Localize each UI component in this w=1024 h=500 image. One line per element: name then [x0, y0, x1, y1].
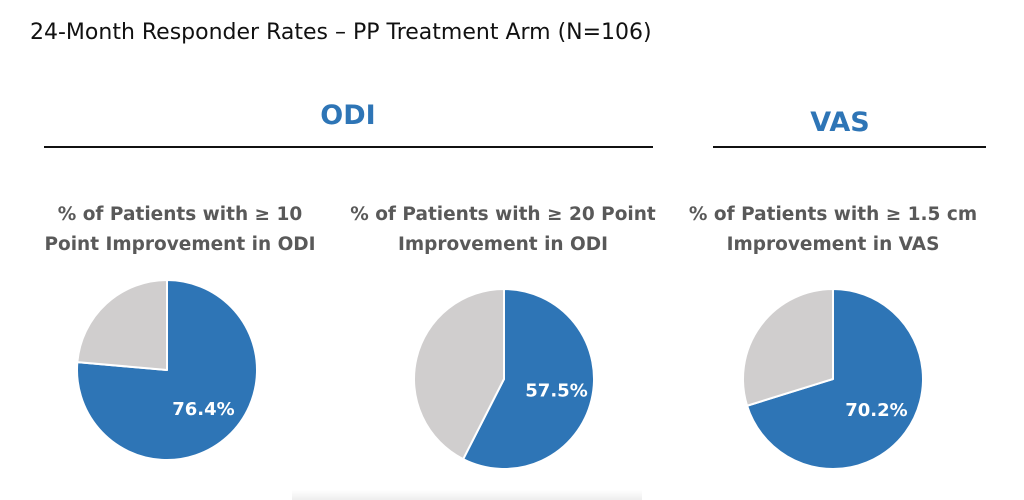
pie-title-line: Improvement in ODI — [397, 234, 609, 255]
pie-title-odi-10: % of Patients with ≥ 10 Point Improvemen… — [20, 200, 340, 260]
pie-chart-vas-15: 70.2% — [742, 288, 924, 470]
pie-data-label: 57.5% — [525, 381, 587, 402]
pie-title-line: Point Improvement in ODI — [44, 234, 316, 255]
pie-chart-odi-20: 57.5% — [413, 288, 595, 470]
page-title: 24-Month Responder Rates – PP Treatment … — [30, 20, 652, 45]
section-title-vas: VAS — [810, 107, 870, 138]
section-rule-vas — [713, 146, 986, 148]
pie-slice-responders — [462, 288, 595, 470]
pie-title-line: % of Patients with ≥ 10 — [57, 204, 303, 225]
pie-title-vas-15: % of Patients with ≥ 1.5 cm Improvement … — [673, 200, 993, 260]
bottom-shadow — [292, 490, 642, 500]
pie-title-line: % of Patients with ≥ 20 Point — [350, 204, 656, 225]
pie-title-line: Improvement in VAS — [726, 234, 940, 255]
section-rule-odi — [44, 146, 653, 148]
section-title-odi: ODI — [320, 100, 376, 131]
pie-chart-odi-10: 76.4% — [76, 279, 258, 461]
pie-data-label: 76.4% — [172, 399, 234, 420]
pie-title-line: % of Patients with ≥ 1.5 cm — [688, 204, 978, 225]
pie-title-odi-20: % of Patients with ≥ 20 Point Improvemen… — [343, 200, 663, 260]
pie-slice-remainder — [413, 288, 505, 461]
pie-slice-remainder — [76, 279, 168, 371]
pie-slice-remainder — [742, 288, 834, 407]
pie-data-label: 70.2% — [845, 400, 907, 421]
pie-slice-responders — [746, 288, 924, 470]
